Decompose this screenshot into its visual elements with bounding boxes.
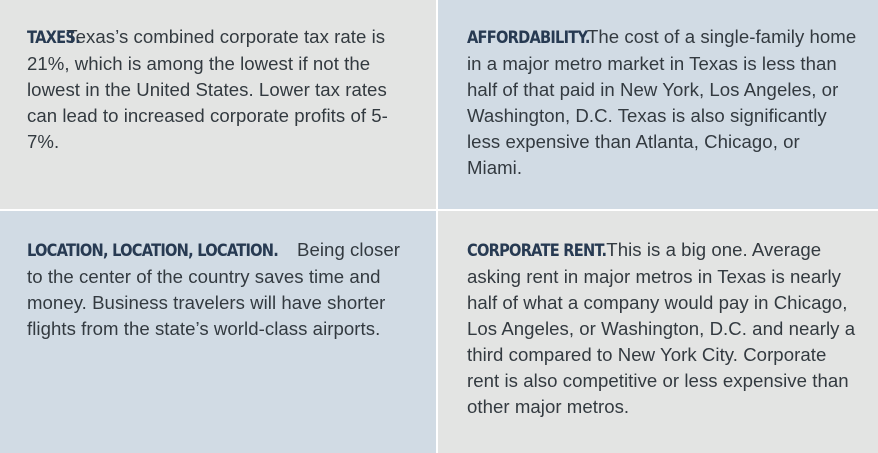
- corporate-rent-text: This is a big one. Average asking rent i…: [467, 239, 856, 417]
- taxes-heading: TAXES.: [27, 28, 81, 48]
- affordability-text: The cost of a single-family home in a ma…: [467, 26, 857, 178]
- corporate-rent-paragraph: CORPORATE RENT. This is a big one. Avera…: [467, 237, 860, 420]
- corporate-rent-heading: CORPORATE RENT.: [467, 241, 607, 261]
- affordability-panel: AFFORDABILITY. The cost of a single-fami…: [438, 0, 878, 209]
- taxes-panel: TAXES. Texas’s combined corporate tax ra…: [0, 0, 436, 209]
- taxes-paragraph: TAXES. Texas’s combined corporate tax ra…: [27, 24, 414, 155]
- location-paragraph: LOCATION, LOCATION, LOCATION. Being clos…: [27, 237, 414, 342]
- location-heading: LOCATION, LOCATION, LOCATION.: [27, 241, 279, 261]
- taxes-text: Texas’s combined corporate tax rate is 2…: [27, 26, 388, 152]
- location-panel: LOCATION, LOCATION, LOCATION. Being clos…: [0, 211, 436, 453]
- corporate-rent-panel: CORPORATE RENT. This is a big one. Avera…: [438, 211, 878, 453]
- affordability-paragraph: AFFORDABILITY. The cost of a single-fami…: [467, 24, 860, 181]
- location-text: Being closer to the center of the countr…: [27, 239, 400, 339]
- affordability-heading: AFFORDABILITY.: [467, 28, 590, 48]
